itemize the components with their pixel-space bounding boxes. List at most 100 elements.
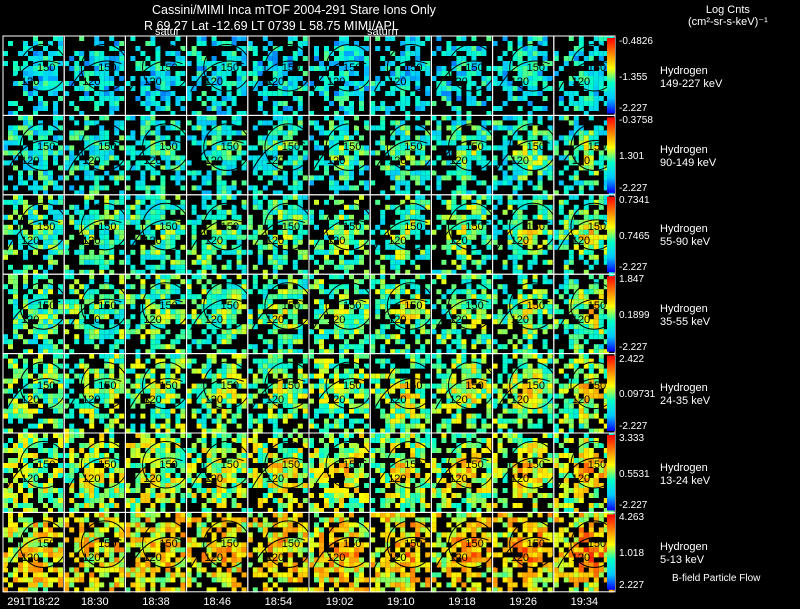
panel-r6-c2 xyxy=(124,511,190,593)
field-line-label: 120 xyxy=(388,76,407,88)
field-line-label: 150 xyxy=(587,300,607,313)
panel-r6-c7 xyxy=(430,511,496,593)
field-line-label: 150 xyxy=(343,538,362,551)
panel-r5-c4 xyxy=(247,432,312,513)
field-line-label: 150 xyxy=(343,141,362,154)
field-line-label: 150 xyxy=(159,538,178,551)
field-line-label: 150 xyxy=(526,300,545,313)
colorbar-value-min: -2.227 xyxy=(619,103,648,115)
x-tick-label: 291T18:22 xyxy=(7,596,60,608)
field-line-label: 150 xyxy=(404,62,423,74)
field-line-label: 120 xyxy=(510,552,529,565)
panel-r1-c5 xyxy=(308,114,374,196)
field-line-label: 150 xyxy=(281,300,301,313)
field-line-label: 120 xyxy=(143,76,162,88)
field-line-label: 150 xyxy=(37,300,56,313)
field-line-label: 120 xyxy=(82,155,101,168)
field-line-label: 120 xyxy=(510,76,529,88)
field-line-label: 120 xyxy=(21,234,40,247)
panel-r4-c7 xyxy=(430,353,496,434)
field-line-label: 150 xyxy=(281,538,301,551)
field-line-label: 150 xyxy=(404,379,423,392)
field-line-label: 120 xyxy=(449,314,468,327)
colorbar-3 xyxy=(607,276,615,352)
field-line-label: 150 xyxy=(98,141,117,154)
field-line-label: 120 xyxy=(143,234,162,247)
colorbar-value-mid: 0.1899 xyxy=(619,309,650,321)
field-line-label: 150 xyxy=(220,379,239,392)
panel-r0-c3 xyxy=(186,35,251,116)
field-line-label: 150 xyxy=(220,538,239,551)
field-line-label: 150 xyxy=(465,62,484,74)
field-line-label: 150 xyxy=(159,300,178,313)
field-line-label: 120 xyxy=(204,473,223,485)
field-line-label: 150 xyxy=(404,459,423,471)
row-species-label: Hydrogen 149-227 keV xyxy=(660,65,722,91)
panel-r2-c4 xyxy=(247,194,312,275)
field-line-label: 120 xyxy=(388,234,407,247)
x-tick-label: 19:10 xyxy=(387,596,415,608)
field-line-label: 120 xyxy=(265,393,285,406)
panel-r0-c6 xyxy=(369,35,435,116)
panel-r0-c5 xyxy=(308,35,374,116)
field-line-label: 150 xyxy=(98,62,117,74)
field-line-label: 150 xyxy=(587,141,607,154)
colorbar-value-min: -2.227 xyxy=(619,341,648,353)
colorbar-value-mid: 0.5531 xyxy=(619,468,650,480)
field-line-label: 150 xyxy=(343,300,362,313)
field-line-label: 120 xyxy=(21,393,40,406)
row-species-label: Hydrogen 13-24 keV xyxy=(660,462,710,488)
colorbar-title-line2: (cm²-sr-s-keV)⁻¹ xyxy=(688,16,768,28)
panel-r3-c7 xyxy=(430,273,496,355)
field-line-label: 150 xyxy=(281,220,301,233)
x-tick-label: 18:30 xyxy=(81,596,109,608)
field-line-label: 120 xyxy=(265,473,285,485)
field-line-label: 120 xyxy=(388,552,407,565)
panel-r2-c1 xyxy=(63,194,129,275)
panel-r5-c5 xyxy=(308,432,374,513)
panel-r3-c2 xyxy=(124,273,190,355)
x-tick-label: 19:02 xyxy=(325,596,354,608)
panel-r1-c8 xyxy=(492,114,557,196)
colorbar-0 xyxy=(607,38,615,114)
field-line-label: 120 xyxy=(510,393,529,406)
field-line-label: 120 xyxy=(204,234,223,247)
colorbar-6 xyxy=(607,514,615,590)
field-line-label: 120 xyxy=(143,552,162,565)
field-line-label: 120 xyxy=(143,314,162,327)
field-line-label: 120 xyxy=(571,155,591,168)
panel-r6-c5 xyxy=(308,511,374,593)
field-line-label: 150 xyxy=(526,62,545,74)
field-line-label: 120 xyxy=(327,473,346,485)
field-line-label: 150 xyxy=(465,300,484,313)
field-line-label: 150 xyxy=(159,62,178,74)
field-line-label: 120 xyxy=(327,76,346,88)
species-name: Hydrogen xyxy=(660,223,708,236)
field-line-label: 120 xyxy=(388,314,407,327)
panel-r1-c6 xyxy=(369,114,435,196)
field-line-label: 120 xyxy=(143,155,162,168)
field-line-label: 120 xyxy=(510,155,529,168)
field-line-label: 150 xyxy=(587,62,607,74)
panel-r5-c3 xyxy=(186,432,251,513)
field-line-label: 120 xyxy=(510,234,529,247)
panel-r5-c1 xyxy=(63,432,129,513)
panel-r3-c4 xyxy=(247,273,312,355)
energy-range: 149-227 keV xyxy=(660,77,723,90)
field-line-label: 150 xyxy=(281,379,301,392)
panel-r3-c9 xyxy=(553,273,618,355)
row-species-label: Hydrogen 35-55 keV xyxy=(660,303,710,329)
colorbar-value-mid: 1.301 xyxy=(619,151,645,163)
row-species-label: Hydrogen 90-149 keV xyxy=(660,144,716,170)
x-tick-label: 18:46 xyxy=(203,596,231,608)
panel-r0-c1 xyxy=(63,35,129,116)
field-line-label: 120 xyxy=(327,552,346,565)
field-line-label: 150 xyxy=(526,459,545,471)
field-line-label: 120 xyxy=(265,155,285,168)
field-line-label: 120 xyxy=(510,314,529,327)
field-line-label: 150 xyxy=(159,459,178,471)
saturn-label: satur xyxy=(155,26,180,38)
panel-r3-c8 xyxy=(492,273,557,355)
field-line-label: 150 xyxy=(159,379,178,392)
